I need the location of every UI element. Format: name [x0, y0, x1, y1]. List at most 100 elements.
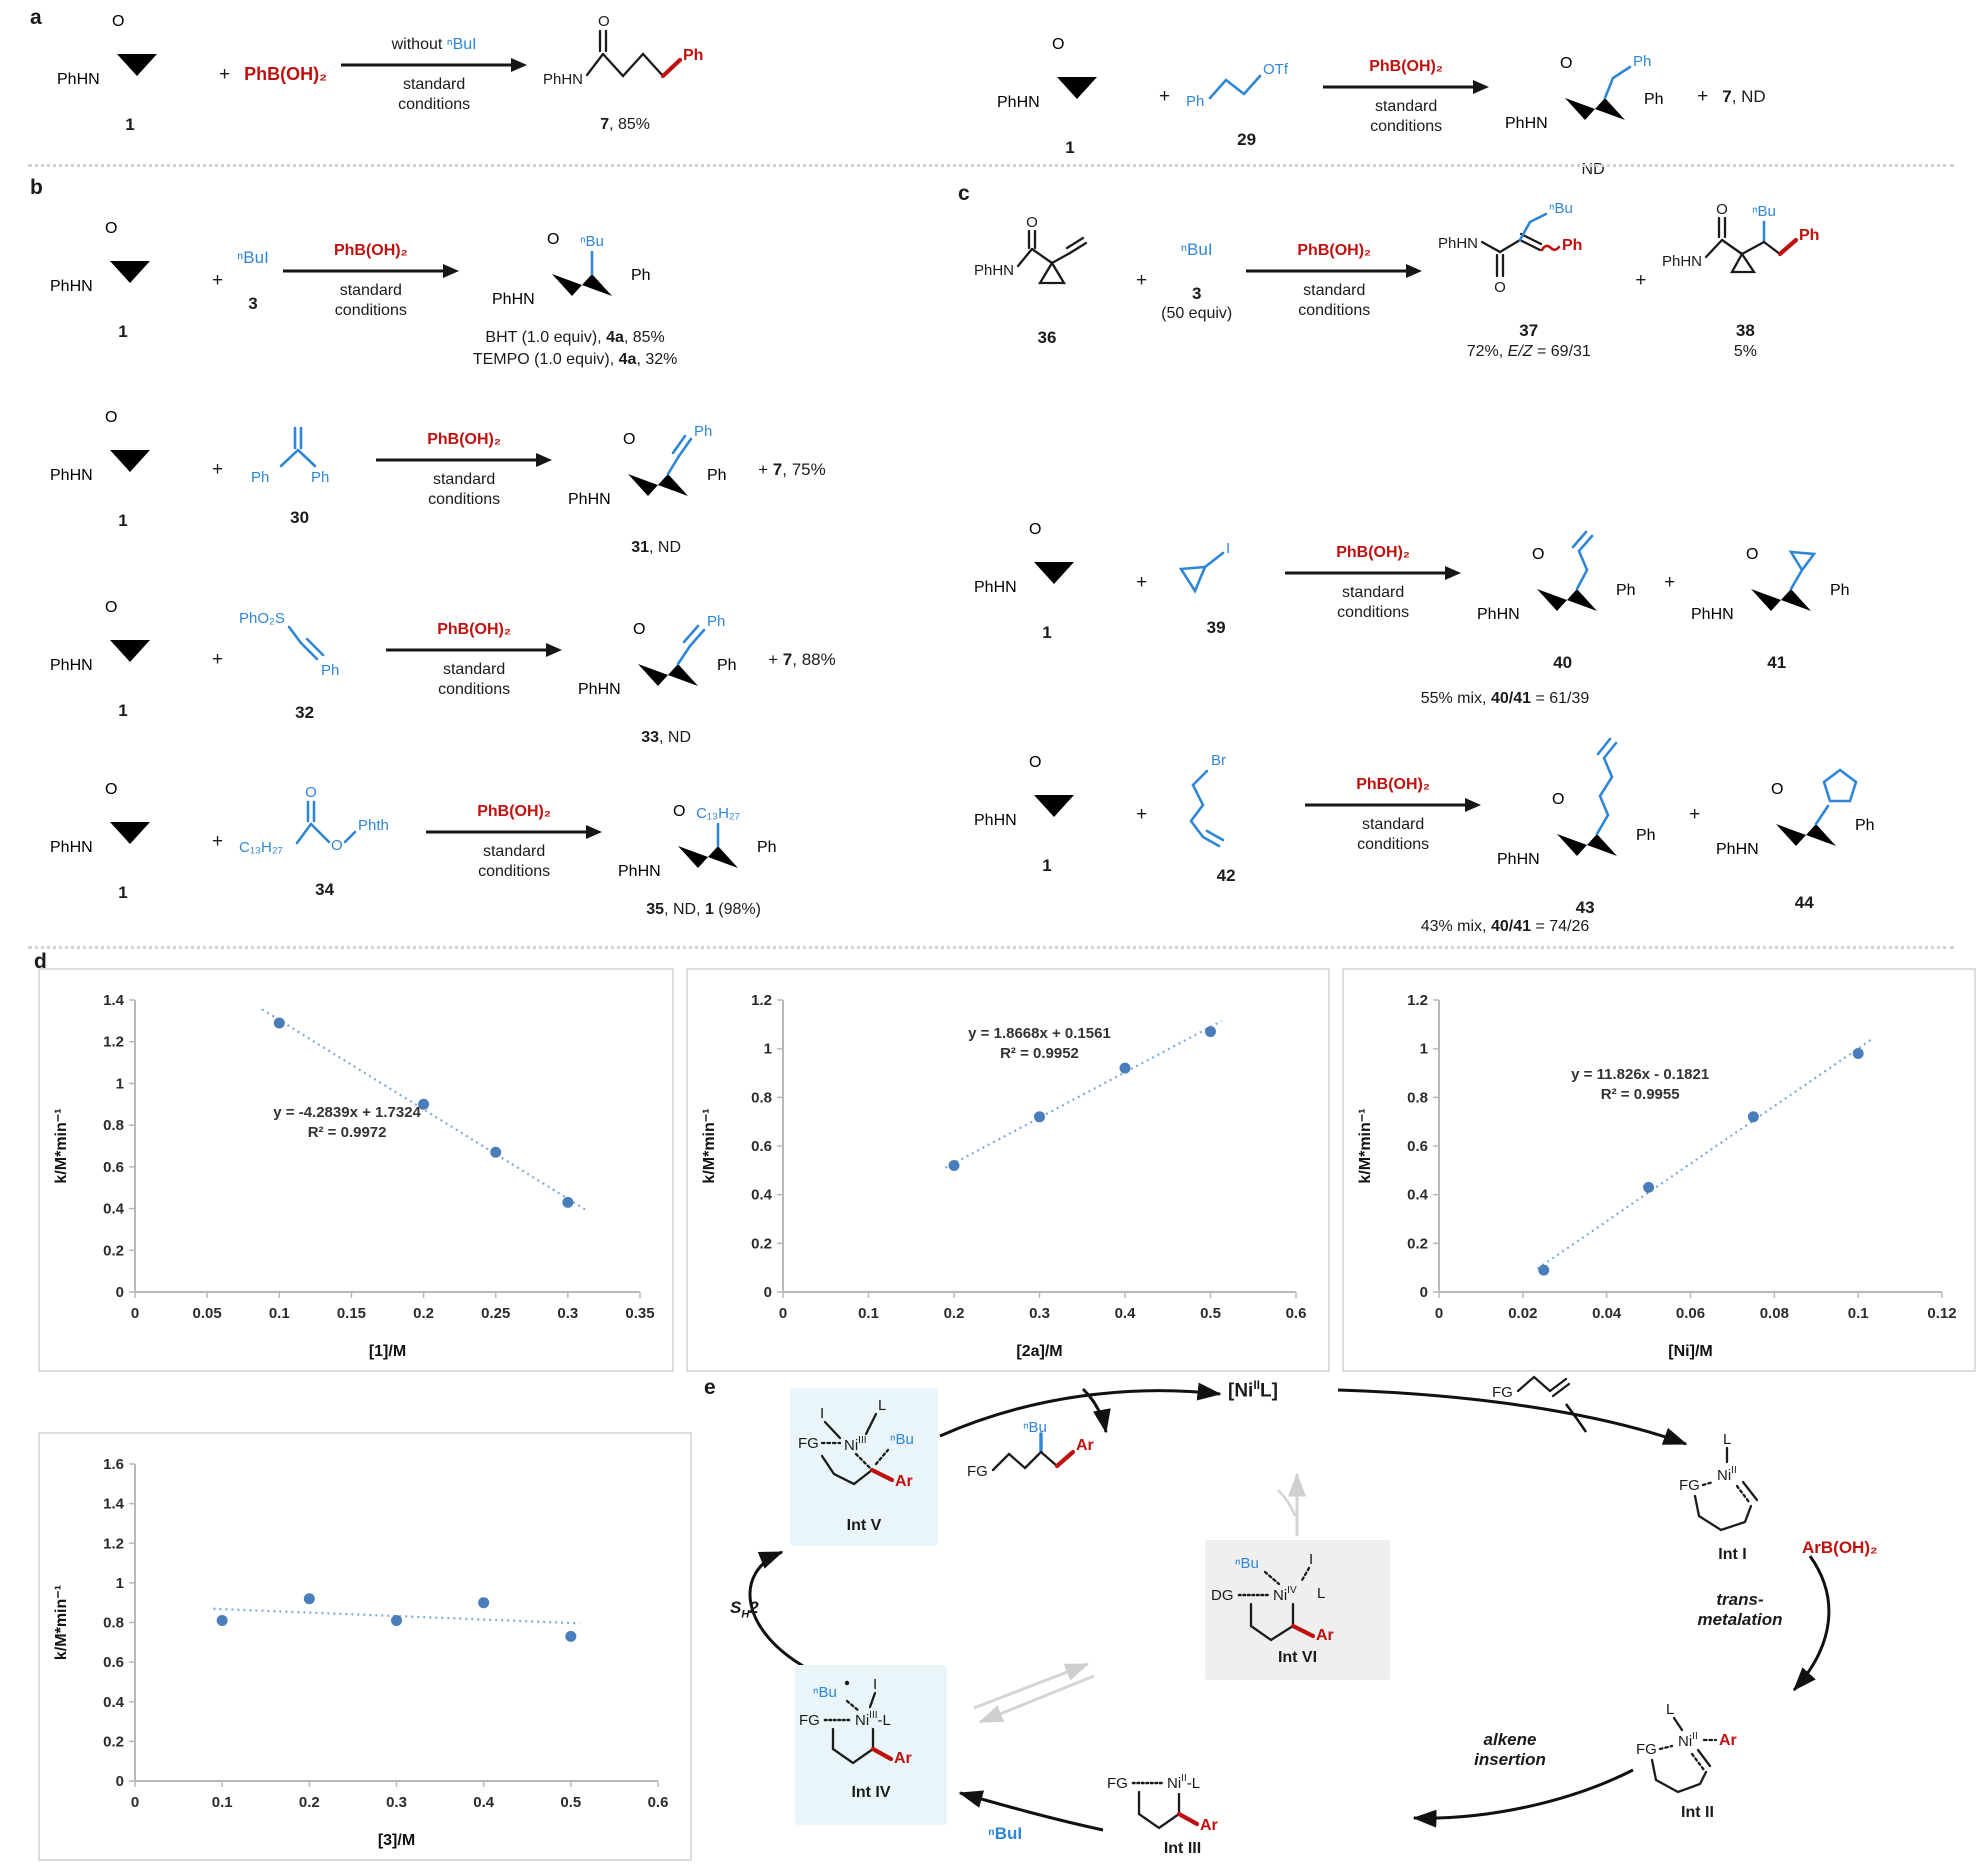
arrow-icon: [376, 453, 553, 468]
molecule-39: I 39: [1161, 527, 1271, 638]
svg-text:FG: FG: [799, 1712, 820, 1729]
svg-text:L: L: [1666, 1701, 1674, 1718]
cycle-arrows: [748, 1382, 1831, 1832]
plus-sign: +: [1136, 270, 1148, 292]
svg-text:y = 11.826x - 0.1821: y = 11.826x - 0.1821: [1571, 1066, 1709, 1083]
svg-text:0: 0: [779, 1305, 787, 1322]
svg-text:O: O: [305, 784, 317, 801]
arrow-icon: [426, 825, 603, 840]
svg-text:Ar: Ar: [894, 1750, 912, 1767]
svg-text:Ar: Ar: [1719, 1732, 1737, 1749]
molecule-40: 40: [1475, 492, 1650, 673]
panel-c-row2-caption: 55% mix, 40/41 = 61/39: [1420, 690, 1590, 707]
svg-text:0.5: 0.5: [560, 1794, 581, 1811]
molecule-7: PhHN O Ph 7, 85%: [543, 13, 704, 133]
svg-text:0.25: 0.25: [481, 1305, 510, 1322]
divider: [28, 946, 1954, 949]
svg-text:ⁿBu: ⁿBu: [813, 1684, 837, 1701]
arrow-icon: [1285, 565, 1462, 580]
svg-text:R² = 0.9955: R² = 0.9955: [1601, 1086, 1680, 1103]
svg-text:FG: FG: [1107, 1775, 1128, 1792]
svg-text:0.4: 0.4: [103, 1694, 125, 1711]
svg-text:FG: FG: [798, 1435, 819, 1452]
svg-text:0.4: 0.4: [473, 1794, 495, 1811]
svg-text:PhHN: PhHN: [974, 262, 1014, 279]
svg-text:PhO₂S: PhO₂S: [239, 610, 285, 627]
svg-text:0: 0: [116, 1773, 124, 1790]
svg-text:0.08: 0.08: [1760, 1305, 1789, 1322]
svg-text:ⁿBu: ⁿBu: [1549, 200, 1573, 217]
svg-text:0.3: 0.3: [1029, 1305, 1050, 1322]
panel-b-row1: 1 + ⁿBuI 3 PhB(OH)₂ standard conditions ⁿ…: [48, 192, 677, 370]
molecule-1: 1: [48, 780, 198, 903]
panel-b-row4: 1 + C₁₃H₂₇ O O Phth 34 PhB(OH)₂ standard…: [48, 764, 791, 921]
svg-text:1.4: 1.4: [103, 1496, 125, 1513]
svg-text:C₁₃H₂₇: C₁₃H₂₇: [696, 805, 740, 822]
svg-text:I: I: [1309, 1551, 1313, 1568]
svg-text:1.2: 1.2: [103, 1535, 124, 1552]
svg-text:0.8: 0.8: [103, 1117, 124, 1134]
molecule-1: 1: [972, 753, 1122, 876]
svg-text:Ph: Ph: [707, 613, 725, 630]
svg-text:0: 0: [764, 1284, 772, 1301]
panel-b-row2: 1 + Ph Ph 30 PhB(OH)₂ standard conditions…: [48, 382, 826, 559]
svg-text:1: 1: [1420, 1041, 1428, 1058]
molecule-1: 1: [995, 35, 1145, 158]
panel-e-cycle: e I L FG NiIII ⁿBu Ar Int V [NiIIL] FG: [690, 1340, 1982, 1869]
svg-text:1: 1: [764, 1041, 772, 1058]
svg-text:0.8: 0.8: [1407, 1089, 1428, 1106]
molecule-4a: ⁿBu BHT (1.0 equiv), 4a, 85% TEMPO (1.0 …: [472, 231, 678, 368]
panel-a-right-reaction: 1 + Ph OTf 29 PhB(OH)₂ standard condition…: [995, 14, 1766, 181]
svg-text:PhHN: PhHN: [1662, 253, 1702, 270]
svg-text:NiIII: NiIII: [844, 1435, 867, 1454]
molecule-1: 1: [48, 598, 198, 721]
panel-b-row3: 1 + PhO₂S Ph 32 PhB(OH)₂ standard conditi…: [48, 572, 836, 749]
phboh2-reagent: PhB(OH)₂: [244, 64, 328, 85]
svg-text:1: 1: [116, 1075, 124, 1092]
svg-text:Ar: Ar: [1316, 1627, 1334, 1644]
reaction-arrow: PhB(OH)₂ standard conditions: [1244, 241, 1424, 321]
svg-text:ⁿBu: ⁿBu: [580, 233, 604, 250]
reaction-arrow: PhB(OH)₂ standard conditions: [424, 802, 604, 882]
plus-sign: +: [1136, 571, 1148, 593]
int-ii: L NiII Ar FG Int II: [1636, 1701, 1737, 1821]
product-structure: FG ⁿBu Ar: [965, 1419, 1140, 1515]
svg-text:0.1: 0.1: [858, 1305, 879, 1322]
svg-text:0.6: 0.6: [1407, 1138, 1428, 1155]
substrate-structure: FG: [1490, 1355, 1650, 1420]
int-iii: FG NiII-L Ar Int III: [1107, 1773, 1218, 1857]
panel-c-row2: 1 + I 39 PhB(OH)₂ standard conditions 40 …: [972, 492, 1864, 673]
svg-text:0.2: 0.2: [103, 1733, 124, 1750]
svg-text:0.2: 0.2: [103, 1242, 124, 1259]
svg-text:Ph: Ph: [1186, 93, 1204, 110]
plus-sign: +: [1689, 804, 1701, 825]
svg-text:0.6: 0.6: [103, 1654, 124, 1671]
svg-text:0.12: 0.12: [1927, 1305, 1956, 1322]
svg-text:Ph: Ph: [311, 469, 329, 486]
svg-text:FG: FG: [1492, 1384, 1513, 1401]
svg-text:1: 1: [116, 1575, 124, 1592]
svg-text:NiII-L: NiII-L: [1167, 1773, 1200, 1792]
reaction-arrow: PhB(OH)₂ standard conditions: [1303, 775, 1483, 855]
svg-text:y = 1.8668x + 0.1561: y = 1.8668x + 0.1561: [968, 1025, 1111, 1042]
panel-a-left-reaction: 1 + PhB(OH)₂ without ⁿBuI standard condit…: [55, 13, 709, 136]
svg-text:NiIV: NiIV: [1273, 1585, 1297, 1604]
reaction-arrow: PhB(OH)₂ standard conditions: [374, 430, 554, 510]
svg-text:0.35: 0.35: [625, 1305, 654, 1322]
svg-text:OTf: OTf: [1263, 61, 1289, 78]
divider: [28, 164, 1954, 167]
svg-text:[3]/M: [3]/M: [378, 1832, 415, 1849]
sh2-label: SH2: [730, 1598, 759, 1621]
plus-sign: +: [212, 459, 224, 481]
alkene-insertion-label: alkene insertion: [1474, 1730, 1546, 1770]
svg-text:I: I: [873, 1676, 877, 1693]
svg-text:0: 0: [131, 1794, 139, 1811]
svg-text:Ar: Ar: [1200, 1817, 1218, 1834]
svg-text:Ph: Ph: [251, 469, 269, 486]
svg-text:ⁿBu: ⁿBu: [890, 1431, 914, 1448]
int-iv-box: ⁿBu I FG NiIII-L Ar Int IV: [795, 1665, 947, 1825]
svg-text:Ph: Ph: [321, 662, 339, 679]
molecule-32: PhO₂S Ph 32: [239, 610, 340, 723]
molecule-1: 1: [48, 408, 198, 531]
molecule-37: PhHN O Ph ⁿBu 37 72%, E/Z = 69/31: [1438, 200, 1591, 360]
